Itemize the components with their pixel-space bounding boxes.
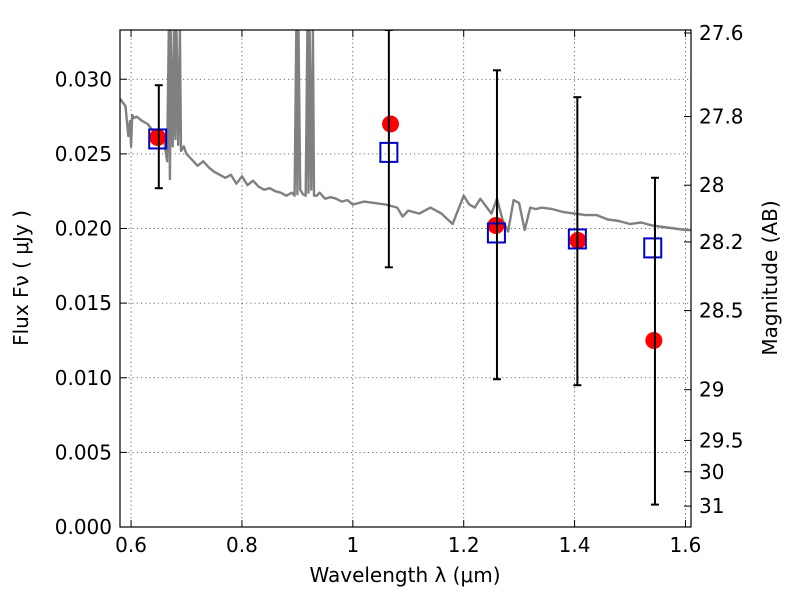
y-axis-label-right: Magnitude (AB) xyxy=(758,200,782,355)
observed-flux-point xyxy=(149,128,167,146)
error-bar xyxy=(573,96,582,387)
plot-background xyxy=(120,30,691,527)
y-tick-label: 0.010 xyxy=(55,366,112,390)
right-tick-label: 27.6 xyxy=(699,21,744,45)
y-tick-label: 0.015 xyxy=(55,291,112,315)
right-tick-label: 28 xyxy=(699,173,724,197)
y-tick-label: 0.000 xyxy=(55,515,112,539)
x-tick-label: 1.2 xyxy=(448,533,480,557)
observed-flux-point xyxy=(645,331,663,349)
data-layer xyxy=(120,30,691,506)
right-tick-label: 30 xyxy=(699,460,724,484)
model-spectrum-line xyxy=(120,30,691,233)
x-tick-label: 0.8 xyxy=(226,533,258,557)
x-axis-label: Wavelength λ (μm) xyxy=(309,563,500,587)
y-tick-label: 0.020 xyxy=(55,217,112,241)
x-tick-label: 1.4 xyxy=(559,533,591,557)
right-tick-label: 29.5 xyxy=(699,428,744,452)
right-tick-label: 28.5 xyxy=(699,299,744,323)
error-bar xyxy=(492,69,501,381)
right-tick-label: 28.2 xyxy=(699,230,744,254)
right-tick-label: 27.8 xyxy=(699,105,744,129)
error-bar xyxy=(154,84,163,190)
y-tick-label: 0.030 xyxy=(55,67,112,91)
error-bar xyxy=(650,176,659,506)
ticks: 0.6 0.8 1 1.2 1.4 1.6 0.000 0.005 0.010 0.015 0.02… xyxy=(55,21,744,557)
model-flux-square xyxy=(643,237,663,259)
y-axis-label: Flux Fν ( μJy ) xyxy=(9,210,33,346)
x-tick-label: 1 xyxy=(346,533,359,557)
observed-flux-point xyxy=(382,115,400,133)
observed-flux-point xyxy=(487,217,505,235)
x-tick-label: 0.6 xyxy=(115,533,147,557)
y-tick-label: 0.005 xyxy=(55,440,112,464)
plot-frame xyxy=(119,29,692,528)
right-tick-label: 29 xyxy=(699,378,724,402)
y-tick-label: 0.025 xyxy=(55,142,112,166)
error-bar xyxy=(384,30,393,269)
grid xyxy=(120,30,691,528)
right-tick-label: 31 xyxy=(699,494,724,518)
model-flux-square xyxy=(148,128,168,150)
x-tick-label: 1.6 xyxy=(670,533,702,557)
